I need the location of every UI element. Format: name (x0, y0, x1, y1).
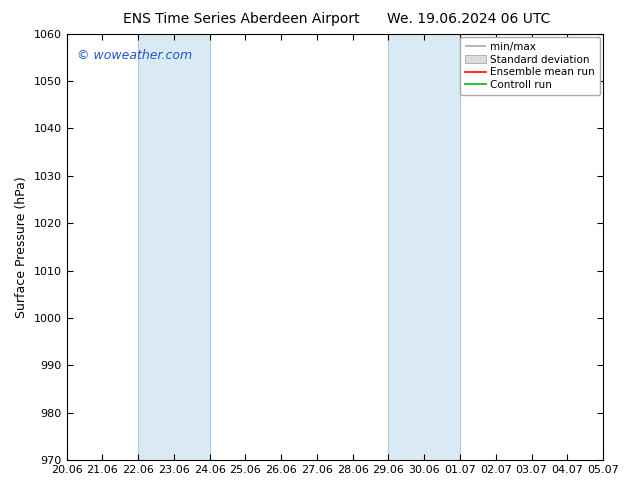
Y-axis label: Surface Pressure (hPa): Surface Pressure (hPa) (15, 176, 28, 318)
Text: We. 19.06.2024 06 UTC: We. 19.06.2024 06 UTC (387, 12, 551, 26)
Text: © woweather.com: © woweather.com (77, 49, 192, 62)
Bar (138, 34, 210, 460)
Bar (389, 34, 460, 460)
Text: ENS Time Series Aberdeen Airport: ENS Time Series Aberdeen Airport (122, 12, 359, 26)
Legend: min/max, Standard deviation, Ensemble mean run, Controll run: min/max, Standard deviation, Ensemble me… (460, 37, 600, 95)
